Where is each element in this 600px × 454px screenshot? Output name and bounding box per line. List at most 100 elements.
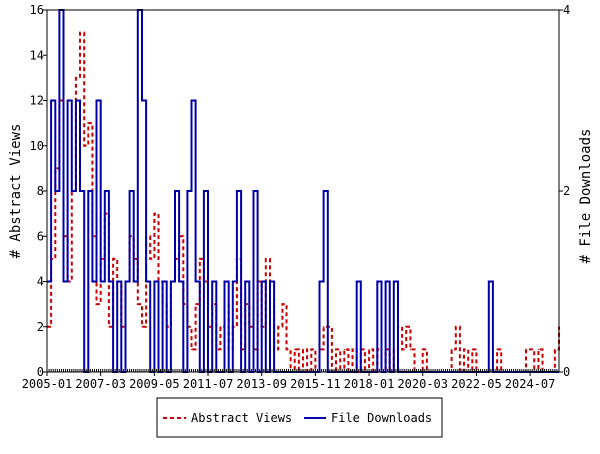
data-point-file-downloads bbox=[50, 99, 52, 102]
data-point-file-downloads bbox=[244, 280, 246, 283]
x-tick-label: 2011-07 bbox=[183, 377, 234, 391]
data-point-abstract-views bbox=[265, 258, 267, 260]
data-point-file-downloads bbox=[318, 280, 321, 283]
y-left-tick-label: 12 bbox=[30, 94, 44, 108]
data-point-file-downloads bbox=[54, 190, 56, 192]
y-left-tick-label: 0 bbox=[37, 365, 44, 379]
data-point-abstract-views bbox=[343, 348, 345, 350]
y-right-tick-label: 2 bbox=[563, 184, 570, 198]
data-point-file-downloads bbox=[174, 190, 176, 192]
data-point-file-downloads bbox=[153, 280, 155, 283]
data-point-file-downloads bbox=[116, 280, 118, 283]
data-point-abstract-views bbox=[108, 326, 110, 328]
data-point-abstract-views bbox=[285, 348, 288, 350]
legend-label-file-downloads: File Downloads bbox=[331, 411, 432, 425]
x-tick-label: 2013-09 bbox=[236, 377, 287, 391]
data-point-abstract-views bbox=[451, 348, 453, 350]
y-axis-title-left: # Abstract Views bbox=[8, 124, 24, 259]
x-tick-label: 2015-11 bbox=[290, 377, 341, 391]
y-left-tick-label: 16 bbox=[30, 3, 44, 17]
data-point-abstract-views bbox=[554, 348, 556, 350]
plot-frame bbox=[46, 9, 560, 373]
data-point-file-downloads bbox=[129, 190, 131, 192]
data-point-abstract-views bbox=[294, 348, 296, 350]
x-tick-label: 2024-07 bbox=[505, 377, 556, 391]
data-point-abstract-views bbox=[79, 31, 81, 34]
data-point-abstract-views bbox=[277, 326, 279, 328]
data-point-abstract-views bbox=[95, 303, 98, 305]
data-point-abstract-views bbox=[405, 326, 407, 328]
data-point-abstract-views bbox=[525, 348, 527, 350]
x-tick-label: 2022-05 bbox=[451, 377, 502, 391]
data-point-file-downloads bbox=[261, 280, 263, 283]
data-point-file-downloads bbox=[195, 280, 197, 283]
legend-label-abstract-views: Abstract Views bbox=[191, 411, 292, 425]
data-point-file-downloads bbox=[211, 280, 213, 283]
data-point-abstract-views bbox=[335, 348, 337, 350]
x-tick-label: 2009-05 bbox=[129, 377, 180, 391]
data-point-abstract-views bbox=[529, 348, 531, 350]
legend-box bbox=[156, 397, 443, 438]
data-point-file-downloads bbox=[145, 280, 147, 283]
y-left-tick-label: 4 bbox=[37, 275, 44, 289]
data-point-abstract-views bbox=[195, 303, 197, 305]
data-point-file-downloads bbox=[356, 280, 358, 283]
y-left-tick-label: 2 bbox=[37, 320, 44, 334]
data-point-abstract-views bbox=[137, 303, 139, 305]
data-point-file-downloads bbox=[141, 99, 143, 102]
data-point-file-downloads bbox=[203, 190, 205, 192]
data-point-abstract-views bbox=[537, 348, 540, 350]
data-point-file-downloads bbox=[67, 99, 69, 102]
legend: Abstract Views File Downloads bbox=[156, 397, 443, 438]
data-point-file-downloads bbox=[100, 280, 102, 283]
data-point-abstract-views bbox=[153, 213, 155, 215]
data-point-abstract-views bbox=[112, 258, 114, 260]
data-point-abstract-views bbox=[199, 258, 201, 260]
series-line-abstract-views bbox=[47, 31, 560, 373]
y-left-tick-label: 14 bbox=[30, 48, 44, 62]
data-point-abstract-views bbox=[401, 348, 403, 350]
data-point-file-downloads bbox=[108, 280, 110, 283]
data-point-file-downloads bbox=[178, 280, 180, 283]
data-point-abstract-views bbox=[302, 348, 304, 350]
y-right-tick-label: 4 bbox=[563, 3, 570, 17]
data-point-file-downloads bbox=[376, 280, 378, 283]
data-point-file-downloads bbox=[91, 280, 93, 283]
y-left-tick-label: 8 bbox=[37, 184, 44, 198]
plot-area bbox=[46, 9, 560, 373]
data-point-file-downloads bbox=[62, 280, 65, 283]
data-point-file-downloads bbox=[223, 280, 226, 283]
x-tick-label: 2007-03 bbox=[75, 377, 126, 391]
y-axis-title-right: # File Downloads bbox=[578, 129, 594, 264]
data-point-abstract-views bbox=[463, 348, 465, 350]
data-point-file-downloads bbox=[385, 280, 387, 283]
data-point-file-downloads bbox=[71, 190, 73, 192]
data-point-abstract-views bbox=[75, 77, 77, 79]
data-point-file-downloads bbox=[124, 280, 127, 283]
data-point-abstract-views bbox=[351, 348, 354, 350]
data-point-abstract-views bbox=[455, 326, 457, 328]
data-point-file-downloads bbox=[133, 280, 135, 283]
data-point-abstract-views bbox=[368, 348, 370, 350]
x-tick-label: 2005-01 bbox=[22, 377, 73, 391]
y-left-tick-label: 10 bbox=[30, 139, 44, 153]
data-point-abstract-views bbox=[87, 122, 89, 124]
data-point-file-downloads bbox=[236, 190, 238, 192]
y-right-tick-label: 0 bbox=[563, 365, 570, 379]
data-point-file-downloads bbox=[104, 190, 106, 192]
data-point-file-downloads bbox=[79, 190, 81, 192]
x-tick-label: 2020-03 bbox=[397, 377, 448, 391]
data-point-abstract-views bbox=[471, 348, 473, 350]
data-point-file-downloads bbox=[488, 280, 490, 283]
data-point-file-downloads bbox=[75, 99, 77, 102]
data-point-abstract-views bbox=[310, 348, 312, 350]
series-line-file-downloads bbox=[47, 9, 559, 373]
data-point-file-downloads bbox=[232, 280, 234, 283]
y-left-tick-label: 6 bbox=[37, 229, 44, 243]
data-point-file-downloads bbox=[252, 190, 255, 192]
data-point-file-downloads bbox=[87, 190, 89, 192]
data-point-abstract-views bbox=[281, 303, 283, 305]
data-point-abstract-views bbox=[409, 348, 411, 350]
